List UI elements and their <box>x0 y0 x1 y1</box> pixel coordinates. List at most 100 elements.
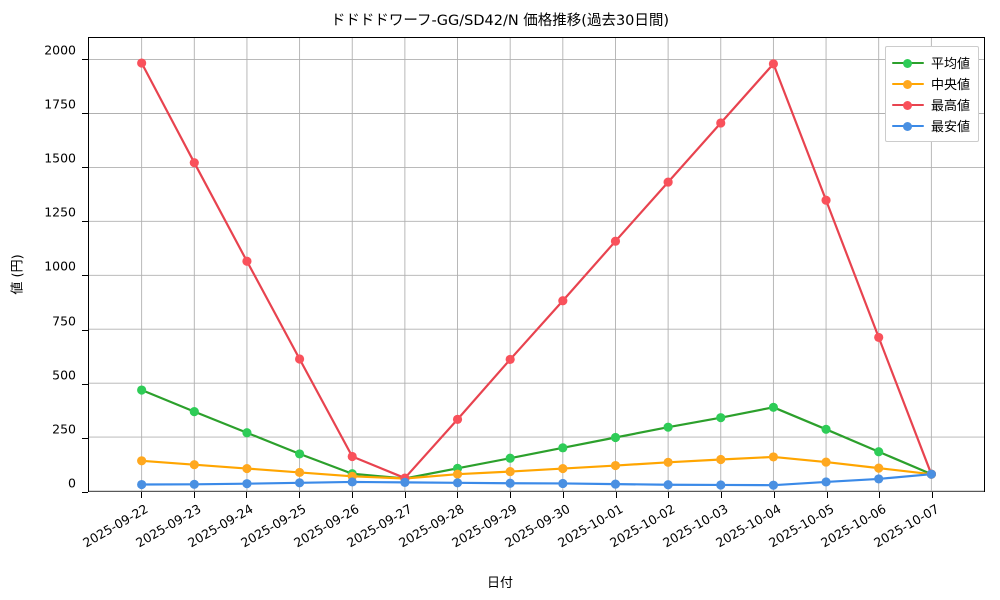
x-tick-label: 2025-09-24 <box>185 501 256 551</box>
data-point <box>189 407 199 417</box>
x-tick-label: 2025-09-30 <box>501 501 573 551</box>
x-tick-label: 2025-10-05 <box>765 501 837 551</box>
plot-area <box>88 37 985 492</box>
data-point <box>610 236 621 246</box>
data-point <box>663 457 673 467</box>
series-layer <box>137 58 936 490</box>
data-point <box>505 467 515 477</box>
data-point <box>137 385 147 395</box>
data-point <box>821 477 831 487</box>
data-point <box>189 479 199 489</box>
x-tick-label: 2025-10-03 <box>660 501 731 551</box>
x-tick-mark <box>562 492 564 498</box>
x-tick-mark <box>404 492 406 498</box>
x-tick-mark <box>140 492 142 498</box>
x-axis-title: 日付 <box>486 576 513 591</box>
x-tick-label: 2025-10-02 <box>607 501 678 551</box>
x-tick-mark <box>246 492 248 498</box>
data-point <box>137 58 147 68</box>
x-tick-mark <box>299 492 301 498</box>
data-point <box>189 460 199 470</box>
data-point <box>137 479 147 490</box>
data-point <box>610 479 621 489</box>
x-tick-label: 2025-10-07 <box>871 501 942 551</box>
data-point <box>505 478 515 488</box>
x-tick-mark <box>457 492 459 498</box>
x-tick-label: 2025-10-01 <box>554 501 626 551</box>
legend-dot-icon <box>902 58 912 68</box>
legend-swatch-icon <box>891 98 924 112</box>
data-point <box>874 463 884 473</box>
data-point <box>242 463 252 474</box>
data-point <box>242 256 252 266</box>
data-point <box>505 453 515 463</box>
data-point <box>610 432 621 443</box>
x-tick-label: 2025-09-25 <box>238 501 309 551</box>
data-point <box>768 402 779 412</box>
data-point <box>189 158 199 168</box>
data-point <box>452 469 463 479</box>
data-point <box>242 479 252 489</box>
y-tick-label: 1500 <box>44 150 76 166</box>
y-axis-title: 値 (円) <box>10 254 26 295</box>
x-tick-mark <box>879 492 881 498</box>
data-point <box>242 428 252 438</box>
data-point <box>137 456 147 466</box>
data-point <box>347 477 357 487</box>
data-point <box>558 296 568 306</box>
legend-item-3[interactable]: 最安値 <box>891 115 970 136</box>
legend-label: 平均値 <box>930 57 970 72</box>
x-tick-mark <box>721 492 723 498</box>
legend-swatch-icon <box>891 119 924 133</box>
x-tick-label: 2025-09-27 <box>343 501 415 551</box>
data-point <box>452 414 463 424</box>
x-tick-mark <box>826 492 828 498</box>
x-tick-mark <box>773 492 775 498</box>
legend-swatch-icon <box>891 77 924 91</box>
data-point <box>874 447 884 457</box>
data-point <box>716 413 726 423</box>
legend-item-2[interactable]: 最高値 <box>891 94 970 115</box>
data-point <box>347 451 357 462</box>
data-point <box>716 454 726 465</box>
data-point <box>663 177 673 187</box>
data-point <box>294 449 305 459</box>
x-tick-label: 2025-09-28 <box>396 501 467 551</box>
data-point <box>821 195 831 205</box>
data-point <box>294 467 305 478</box>
data-point <box>558 463 568 474</box>
data-point <box>874 332 884 342</box>
x-tick-label: 2025-09-22 <box>79 501 151 551</box>
x-tick-mark <box>193 492 195 498</box>
series-line <box>140 455 933 480</box>
x-tick-mark <box>615 492 617 498</box>
x-tick-label: 2025-09-29 <box>449 501 520 551</box>
data-point <box>400 477 410 487</box>
data-point <box>926 469 936 479</box>
x-tick-label: 2025-10-06 <box>818 501 889 551</box>
data-point <box>610 460 621 471</box>
legend-item-1[interactable]: 中央値 <box>891 73 970 94</box>
x-tick-label: 2025-09-26 <box>290 501 362 551</box>
chart-legend[interactable]: 平均値 中央値最高値最安値 <box>884 46 979 142</box>
legend-item-0[interactable]: 平均値 <box>891 52 970 73</box>
legend-label: 最高値 <box>930 99 970 114</box>
legend-dot-icon <box>902 100 912 110</box>
legend-label: 最安値 <box>930 120 970 135</box>
data-point <box>716 118 726 128</box>
y-tick-label: 1750 <box>44 96 76 112</box>
y-tick-label: 250 <box>52 421 76 437</box>
data-point <box>505 354 515 364</box>
data-point <box>452 478 463 488</box>
x-tick-mark <box>510 492 512 498</box>
data-point <box>768 452 779 462</box>
data-point <box>663 480 673 490</box>
legend-dot-icon <box>902 79 912 89</box>
x-tick-mark <box>668 492 670 498</box>
data-point <box>821 424 831 434</box>
gridlines <box>89 38 984 492</box>
data-point <box>821 457 831 467</box>
x-tick-label: 2025-09-23 <box>132 501 204 551</box>
legend-swatch-icon <box>891 56 924 70</box>
